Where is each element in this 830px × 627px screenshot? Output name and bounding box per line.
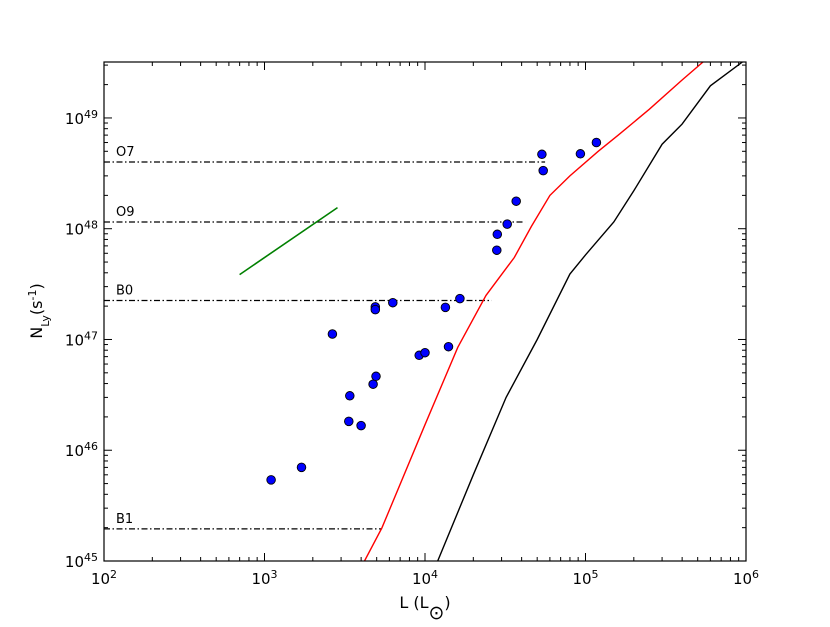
y-tick-label: 1048	[65, 218, 98, 239]
red-curve	[363, 62, 704, 561]
spectral-label-b0: B0	[116, 283, 133, 298]
data-point	[344, 416, 354, 427]
spectral-label-b1: B1	[116, 512, 133, 527]
data-point	[537, 149, 547, 160]
x-tick-label: 104	[412, 568, 438, 589]
y-axis-label: NLy(s-1)	[26, 283, 52, 338]
data-point	[371, 371, 381, 382]
y-tick-label: 1045	[65, 551, 98, 572]
black-curve	[437, 62, 743, 561]
x-tick-label: 102	[91, 568, 117, 589]
y-tick-label: 1046	[65, 440, 98, 461]
spectral-label-o7: O7	[116, 145, 135, 160]
data-point	[356, 420, 366, 431]
data-point	[492, 229, 503, 240]
data-point	[370, 304, 381, 315]
y-tick-label: 1047	[65, 329, 98, 350]
data-point	[443, 341, 454, 352]
x-tick-label: 103	[251, 568, 277, 589]
data-point	[502, 219, 512, 229]
data-point	[538, 165, 548, 176]
x-tick-label: 105	[572, 568, 598, 589]
data-point	[591, 137, 602, 148]
x-axis-label: L (L⊙)	[399, 593, 450, 623]
data-point	[327, 329, 338, 339]
data-point	[440, 302, 451, 313]
data-point	[296, 462, 307, 473]
data-point	[492, 245, 502, 255]
x-tick-label: 106	[733, 568, 759, 589]
data-point	[266, 475, 276, 485]
green-line	[239, 206, 338, 276]
data-point	[345, 391, 355, 401]
data-point	[388, 297, 398, 308]
data-point	[575, 149, 586, 159]
data-point	[455, 293, 465, 304]
plot-frame	[103, 61, 747, 562]
data-point	[368, 379, 378, 389]
data-point	[420, 347, 430, 358]
data-point	[511, 196, 521, 206]
y-tick-label: 1049	[65, 107, 98, 128]
spectral-label-o9: O9	[116, 205, 135, 220]
